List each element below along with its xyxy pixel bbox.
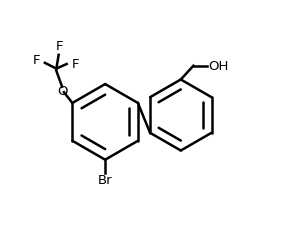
Text: F: F: [32, 54, 40, 67]
Text: Br: Br: [98, 173, 112, 186]
Text: F: F: [72, 58, 80, 71]
Text: F: F: [55, 40, 63, 53]
Text: OH: OH: [208, 60, 228, 73]
Text: O: O: [57, 85, 67, 97]
